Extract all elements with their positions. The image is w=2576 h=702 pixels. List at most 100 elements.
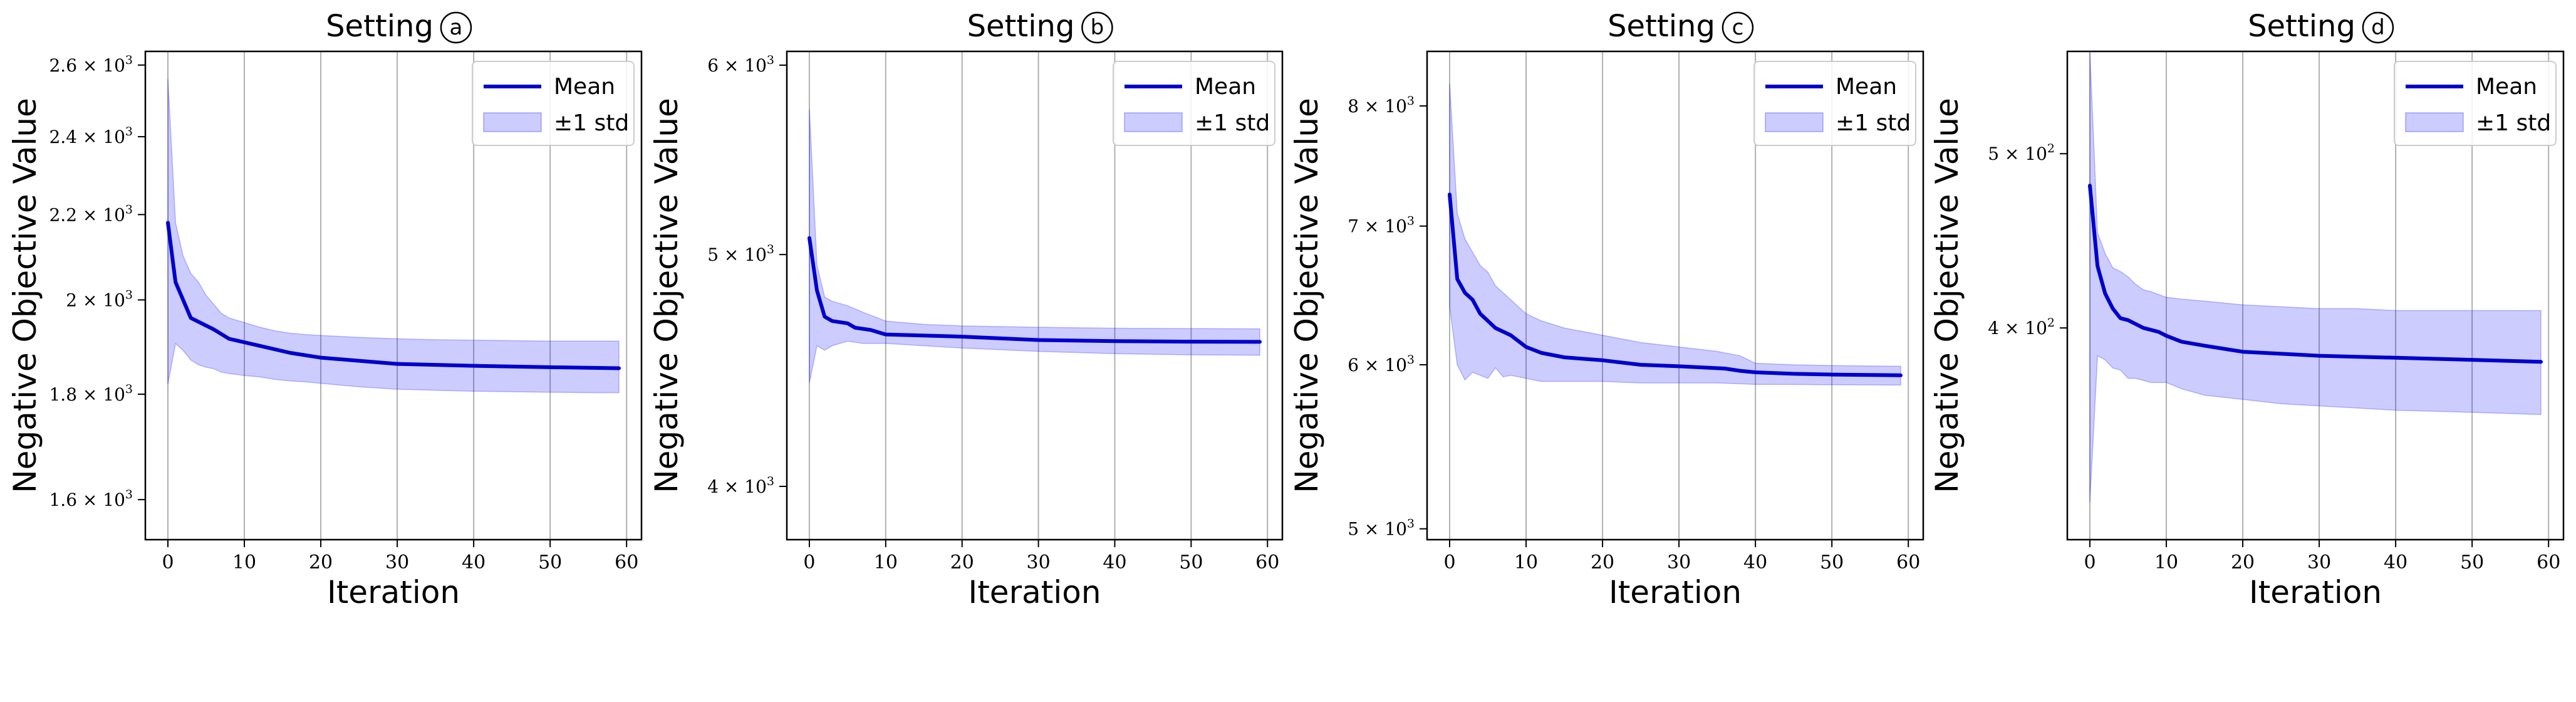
- std-band: [167, 78, 620, 394]
- x-tick-label: 50: [1820, 552, 1844, 574]
- mean-line: [166, 221, 621, 370]
- y-tick-label: 1.6 × 103: [49, 488, 133, 510]
- y-tick-label: 5 × 102: [1988, 142, 2055, 164]
- x-tick-label: 30: [1027, 552, 1051, 574]
- legend-mean-label: Mean: [1195, 74, 1256, 100]
- x-axis-label: Iteration: [968, 574, 1101, 610]
- axes-frame: [786, 50, 1284, 541]
- y-tick-label: 6 × 103: [707, 53, 774, 76]
- x-tick-label: 20: [2231, 552, 2255, 574]
- x-tick-label: 0: [2084, 552, 2096, 574]
- title-marker-circle: [440, 11, 472, 44]
- legend-std-label: ±1 std: [1195, 110, 1270, 136]
- legend: Mean ±1 std: [2394, 61, 2557, 146]
- chart-title: Setting: [326, 9, 434, 44]
- axes-frame: [1426, 50, 1924, 541]
- y-tick-label: 1.8 × 103: [49, 382, 133, 405]
- x-tick-label: 20: [950, 552, 974, 574]
- title-marker: c: [1732, 15, 1744, 40]
- chart-panel-c: 0 10 20 30 40 50 60 5 × 103 6 × 103 7 × 103 8 × 10…: [1289, 9, 1924, 610]
- x-tick-label: 40: [2384, 552, 2407, 574]
- y-tick-label: 2.2 × 103: [49, 202, 133, 225]
- title-marker-circle: [1722, 11, 1754, 44]
- legend-std-label: ±1 std: [2476, 110, 2551, 136]
- legend-std-label: ±1 std: [554, 110, 629, 136]
- x-tick-label: 20: [1591, 552, 1614, 574]
- x-tick-label: 50: [538, 552, 562, 574]
- y-tick-label: 4 × 102: [1988, 316, 2055, 338]
- legend-std-swatch: [483, 112, 542, 132]
- chart-panel-b: 0 10 20 30 40 50 60 4 × 103 5 × 103 6 × 103 Settin…: [648, 9, 1284, 610]
- x-tick-label: 30: [1667, 552, 1691, 574]
- legend: Mean ±1 std: [1113, 61, 1275, 146]
- std-band: [809, 109, 1260, 383]
- x-tick-label: 10: [874, 552, 898, 574]
- legend: Mean ±1 std: [1753, 61, 1916, 146]
- legend-mean-label: Mean: [2476, 74, 2537, 100]
- x-tick-label: 30: [385, 552, 409, 574]
- legend-box: [472, 61, 635, 146]
- x-tick-label: 20: [309, 552, 333, 574]
- legend-box: [1113, 61, 1275, 146]
- mean-line: [2088, 184, 2543, 364]
- title-marker-circle: [2362, 11, 2394, 44]
- legend-box: [2394, 61, 2557, 146]
- y-axis-label: Negative Objective Value: [1289, 98, 1325, 493]
- x-tick-label: 60: [615, 552, 638, 574]
- chart-title: Setting: [1607, 9, 1715, 44]
- std-band: [1449, 83, 1901, 386]
- axes-frame: [2066, 50, 2565, 541]
- y-tick-label: 4 × 103: [707, 474, 774, 497]
- chart-title: Setting: [967, 9, 1075, 44]
- x-tick-label: 50: [2460, 552, 2484, 574]
- y-tick-label: 2.6 × 103: [49, 53, 133, 76]
- y-axis-label: Negative Objective Value: [648, 98, 685, 493]
- legend-box: [1753, 61, 1916, 146]
- y-tick-label: 5 × 103: [707, 243, 774, 265]
- x-tick-label: 40: [462, 552, 486, 574]
- legend-mean-label: Mean: [1836, 74, 1897, 100]
- x-tick-label: 0: [162, 552, 174, 574]
- x-tick-label: 40: [1743, 552, 1767, 574]
- x-tick-label: 0: [803, 552, 815, 574]
- y-tick-label: 6 × 103: [1348, 353, 1415, 375]
- y-tick-label: 2.4 × 103: [49, 125, 133, 147]
- title-marker: d: [2371, 15, 2385, 40]
- x-tick-label: 60: [1255, 552, 1279, 574]
- legend-std-swatch: [1765, 112, 1824, 132]
- chart-panel-a: 0 10 20 30 40 50 60 1.6 × 103 1.8 × 103 2 × 103 2.…: [7, 9, 643, 610]
- legend: Mean ±1 std: [472, 61, 635, 146]
- legend-std-label: ±1 std: [1836, 110, 1911, 136]
- x-axis-label: Iteration: [1609, 574, 1742, 610]
- legend-std-swatch: [2405, 112, 2464, 132]
- x-tick-label: 0: [1443, 552, 1455, 574]
- x-axis-label: Iteration: [2249, 574, 2382, 610]
- std-band: [2089, 51, 2542, 503]
- mean-line: [808, 236, 1262, 344]
- y-tick-label: 2 × 103: [66, 288, 133, 310]
- y-axis-label: Negative Objective Value: [1929, 98, 1965, 493]
- x-tick-label: 30: [2307, 552, 2331, 574]
- y-tick-label: 8 × 103: [1348, 94, 1415, 117]
- mean-line: [1448, 192, 1903, 377]
- title-marker-circle: [1081, 11, 1113, 44]
- x-tick-label: 60: [2537, 552, 2560, 574]
- chart-title: Setting: [2248, 9, 2355, 44]
- x-tick-label: 10: [2154, 552, 2178, 574]
- x-tick-label: 50: [1179, 552, 1203, 574]
- x-tick-label: 60: [1896, 552, 1920, 574]
- y-tick-label: 5 × 103: [1348, 517, 1415, 540]
- legend-std-swatch: [1124, 112, 1183, 132]
- title-marker: a: [450, 15, 463, 40]
- legend-mean-label: Mean: [554, 74, 615, 100]
- x-tick-label: 10: [1514, 552, 1538, 574]
- x-tick-label: 10: [232, 552, 256, 574]
- x-axis-label: Iteration: [327, 574, 460, 610]
- y-axis-label: Negative Objective Value: [7, 98, 43, 493]
- title-marker: b: [1091, 15, 1104, 40]
- axes-frame: [144, 50, 643, 541]
- chart-panel-d: 0 10 20 30 40 50 60 4 × 102 5 × 102 Setting d Itera…: [1929, 9, 2565, 610]
- y-tick-label: 7 × 103: [1348, 214, 1415, 237]
- x-tick-label: 40: [1103, 552, 1126, 574]
